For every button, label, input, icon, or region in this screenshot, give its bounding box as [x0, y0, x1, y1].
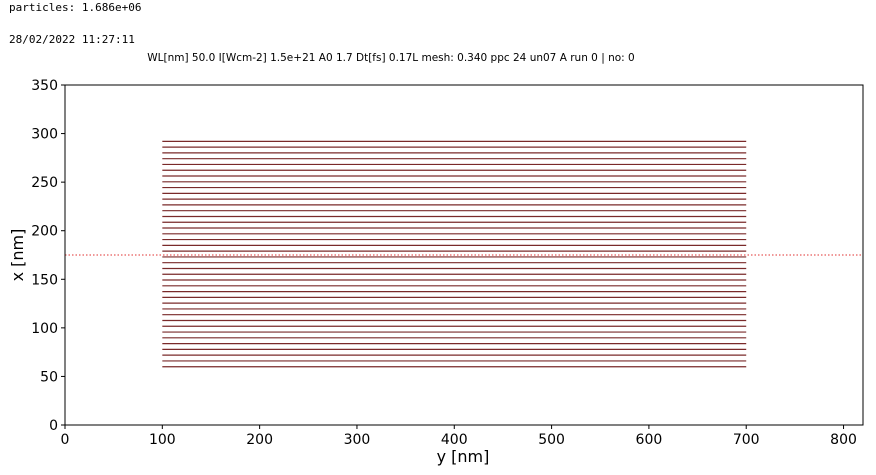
- x-tick-label: 0: [61, 432, 70, 448]
- x-tick-label: 800: [830, 432, 857, 448]
- x-tick-label: 100: [149, 432, 176, 448]
- y-tick-label: 50: [40, 369, 58, 385]
- x-tick-label: 300: [344, 432, 371, 448]
- y-axis-label: x [nm]: [8, 229, 27, 282]
- x-axis-label: y [nm]: [437, 447, 490, 466]
- y-tick-label: 150: [31, 272, 58, 288]
- x-tick-label: 400: [441, 432, 468, 448]
- layer-lines: [162, 140, 747, 368]
- x-axis-ticks: 0 100 200 300 400 500 600 700 800: [61, 425, 857, 448]
- x-tick-label: 600: [636, 432, 663, 448]
- y-tick-label: 250: [31, 175, 58, 191]
- x-tick-label: 500: [538, 432, 565, 448]
- timestamp-text: 28/02/2022 11:27:11: [9, 33, 135, 46]
- y-tick-label: 350: [31, 78, 58, 94]
- x-tick-label: 700: [733, 432, 760, 448]
- y-tick-label: 0: [49, 418, 58, 434]
- chart-title: WL[nm] 50.0 I[Wcm-2] 1.5e+21 A0 1.7 Dt[f…: [147, 52, 635, 64]
- y-axis-ticks: 0 50 100 150 200 250 300 350: [31, 78, 65, 434]
- y-tick-label: 200: [31, 224, 58, 240]
- axes-frame: [64, 84, 864, 426]
- x-tick-label: 200: [246, 432, 273, 448]
- y-tick-label: 100: [31, 321, 58, 337]
- y-tick-label: 300: [31, 127, 58, 143]
- particle-count-text: particles: 1.686e+06: [9, 1, 142, 14]
